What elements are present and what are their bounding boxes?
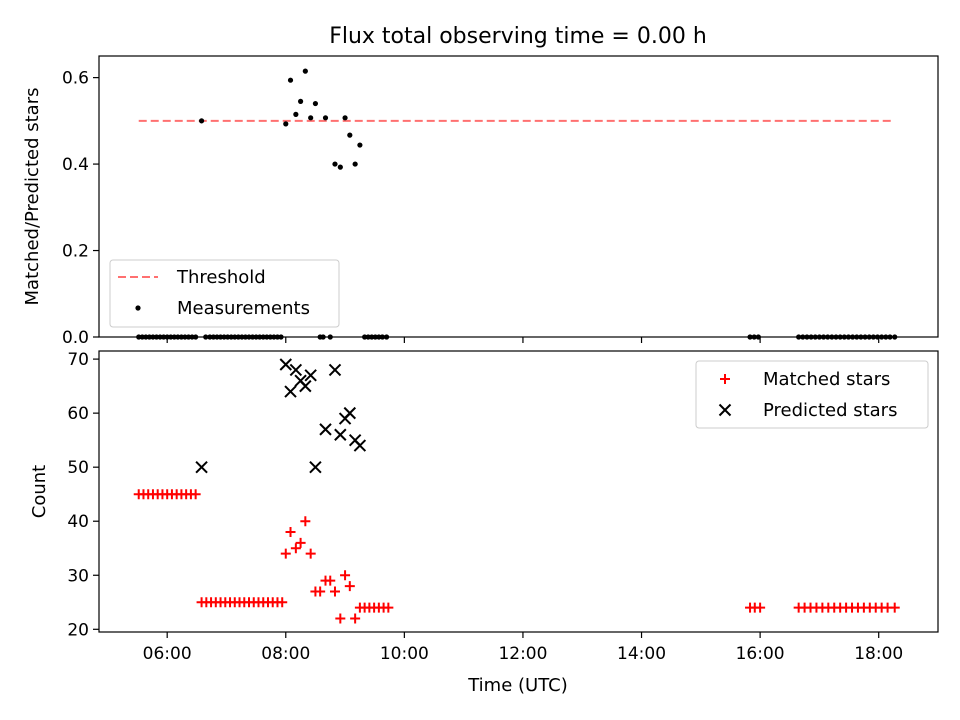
matched-star-point xyxy=(755,602,766,613)
predicted-star-point xyxy=(299,379,312,393)
measurement-point xyxy=(342,115,348,121)
measurement-point xyxy=(308,115,314,121)
predicted-star-point xyxy=(289,363,303,377)
measurement-point xyxy=(352,161,358,167)
measurement-point xyxy=(332,161,338,167)
matched-star-point xyxy=(300,516,311,527)
bottom-x-tick-label: 16:00 xyxy=(736,644,785,664)
matched-star-point xyxy=(329,586,340,597)
legend-predicted-swatch xyxy=(718,403,732,417)
measurement-point xyxy=(302,68,308,74)
bottom-y-tick-label: 20 xyxy=(67,620,89,640)
legend-matched-label: Matched stars xyxy=(763,369,890,390)
matched-star-point xyxy=(190,489,201,500)
matched-star-point xyxy=(335,613,346,624)
matched-star-point xyxy=(350,613,361,624)
top-axis-ticks: 0.0 0.2 0.4 0.6 xyxy=(62,69,880,348)
predicted-star-point xyxy=(334,428,347,441)
predicted-star-point xyxy=(309,460,322,474)
matched-star-point xyxy=(344,581,355,592)
bottom-axes-frame xyxy=(98,350,939,633)
measurement-point xyxy=(347,132,353,138)
top-axes-frame xyxy=(98,55,939,338)
measurement-point xyxy=(297,98,304,104)
legend-matched-swatch xyxy=(720,374,730,384)
measurement-point xyxy=(198,118,205,124)
matched-star-point xyxy=(315,586,326,597)
measurement-point xyxy=(357,142,363,148)
matched-star-point xyxy=(280,548,291,559)
measurement-point xyxy=(337,164,343,170)
predicted-star-point xyxy=(195,460,208,474)
predicted-star-point xyxy=(304,369,317,382)
bottom-x-tick-label: 14:00 xyxy=(617,644,666,664)
top-y-tick-label: 0.6 xyxy=(62,69,89,89)
top-legend: Threshold Measurements xyxy=(109,259,340,328)
top-y-tick-label: 0.0 xyxy=(62,328,89,348)
legend-measurements-swatch xyxy=(135,305,141,311)
matched-star-point xyxy=(285,527,296,538)
bottom-panel: Count Time (UTC) 20 30 40 50 60 70 06:00 08:00 1… xyxy=(29,350,939,696)
bottom-y-tick-label: 40 xyxy=(67,512,89,532)
top-y-tick-label: 0.2 xyxy=(62,242,89,262)
bottom-legend: Matched stars Predicted stars xyxy=(695,360,929,429)
matched-star-point xyxy=(325,575,336,586)
top-legend-box xyxy=(109,259,340,328)
bottom-plot-area xyxy=(133,358,900,624)
legend-measurements-label: Measurements xyxy=(177,298,310,319)
predicted-star-point xyxy=(353,439,367,452)
legend-predicted-label: Predicted stars xyxy=(763,400,897,421)
predicted-star-point xyxy=(328,363,342,377)
top-y-tick-label: 0.4 xyxy=(62,155,89,175)
bottom-x-tick-label: 18:00 xyxy=(854,644,903,664)
top-panel: Matched/Predicted stars 0.0 0.2 0.4 0.6 Thr… xyxy=(22,55,939,348)
bottom-x-tick-label: 12:00 xyxy=(498,644,547,664)
matched-star-point xyxy=(889,602,900,613)
top-y-axis-label: Matched/Predicted stars xyxy=(22,88,43,306)
legend-threshold-label: Threshold xyxy=(176,267,266,288)
bottom-x-tick-label: 10:00 xyxy=(380,644,429,664)
bottom-x-tick-label: 08:00 xyxy=(261,644,310,664)
measurement-point xyxy=(293,111,299,117)
predicted-star-point xyxy=(319,423,332,436)
bottom-axis-ticks: 20 30 40 50 60 70 06:00 08:00 10:00 12:00 14:00 16:… xyxy=(67,350,903,664)
bottom-y-axis-label: Count xyxy=(29,465,50,518)
measurement-point xyxy=(283,121,289,127)
matched-star-point xyxy=(277,597,288,608)
bottom-x-tick-label: 06:00 xyxy=(143,644,192,664)
bottom-y-tick-label: 60 xyxy=(67,404,89,424)
bottom-y-tick-label: 70 xyxy=(67,350,89,370)
bottom-x-axis-label: Time (UTC) xyxy=(467,675,568,696)
measurement-point xyxy=(312,100,319,107)
matched-star-point xyxy=(305,548,316,559)
measurement-point xyxy=(322,115,329,121)
matched-star-point xyxy=(340,570,351,581)
predicted-star-point xyxy=(279,358,292,371)
matched-star-point xyxy=(383,602,394,613)
matched-star-point xyxy=(295,537,306,548)
predicted-star-point xyxy=(343,406,357,420)
predicted-star-point xyxy=(284,385,297,398)
bottom-y-tick-label: 30 xyxy=(67,566,89,586)
chart-title: Flux total observing time = 0.00 h xyxy=(329,24,707,49)
bottom-legend-box xyxy=(695,360,929,429)
matched-star-point xyxy=(290,543,301,554)
bottom-y-tick-label: 50 xyxy=(67,458,89,478)
measurement-point xyxy=(287,77,294,83)
